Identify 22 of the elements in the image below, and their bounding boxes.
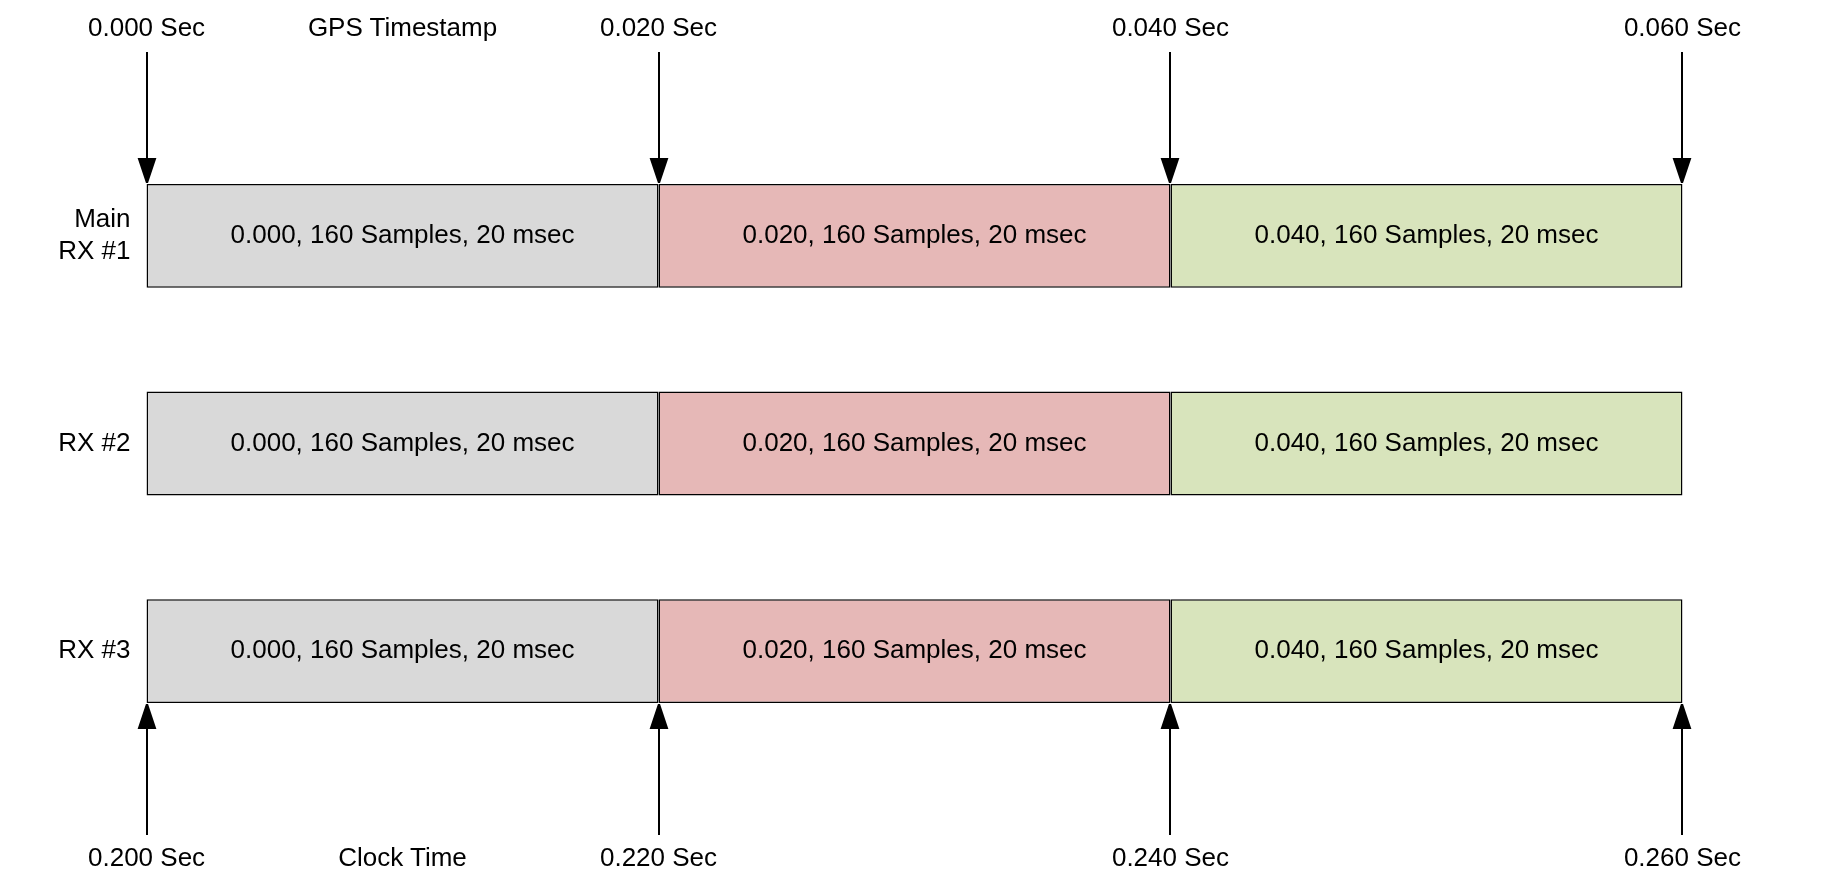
- annotation: 0.040, 160 Samples, 20 msec: [1254, 219, 1599, 250]
- y-tick-label: Main RX #1: [58, 203, 131, 265]
- y-tick-label: RX #2: [58, 426, 131, 457]
- x-tick-label: 0.240 Sec: [1111, 841, 1230, 872]
- x2-tick-label: 0.000 Sec: [88, 11, 206, 42]
- x-axis-title: Clock Time: [338, 841, 467, 872]
- y-tick-label: RX #3: [58, 634, 131, 665]
- x2-tick-label: 0.060 Sec: [1623, 11, 1741, 42]
- annotation: 0.040, 160 Samples, 20 msec: [1254, 426, 1599, 457]
- x-tick-label: 0.220 Sec: [599, 841, 718, 872]
- x2-tick-label: 0.020 Sec: [599, 11, 718, 42]
- annotation: 0.020, 160 Samples, 20 msec: [742, 219, 1087, 250]
- annotation: 0.040, 160 Samples, 20 msec: [1254, 634, 1599, 665]
- x-tick-label: 0.260 Sec: [1623, 841, 1741, 872]
- x2-axis-title: GPS Timestamp: [307, 11, 498, 42]
- x-tick-label: 0.200 Sec: [88, 841, 206, 872]
- annotation: 0.020, 160 Samples, 20 msec: [742, 426, 1087, 457]
- annotation: 0.020, 160 Samples, 20 msec: [742, 634, 1087, 665]
- annotation: 0.000, 160 Samples, 20 msec: [230, 219, 575, 250]
- x2-tick-label: 0.040 Sec: [1111, 11, 1230, 42]
- annotation: 0.000, 160 Samples, 20 msec: [230, 426, 575, 457]
- annotation: 0.000, 160 Samples, 20 msec: [230, 634, 575, 665]
